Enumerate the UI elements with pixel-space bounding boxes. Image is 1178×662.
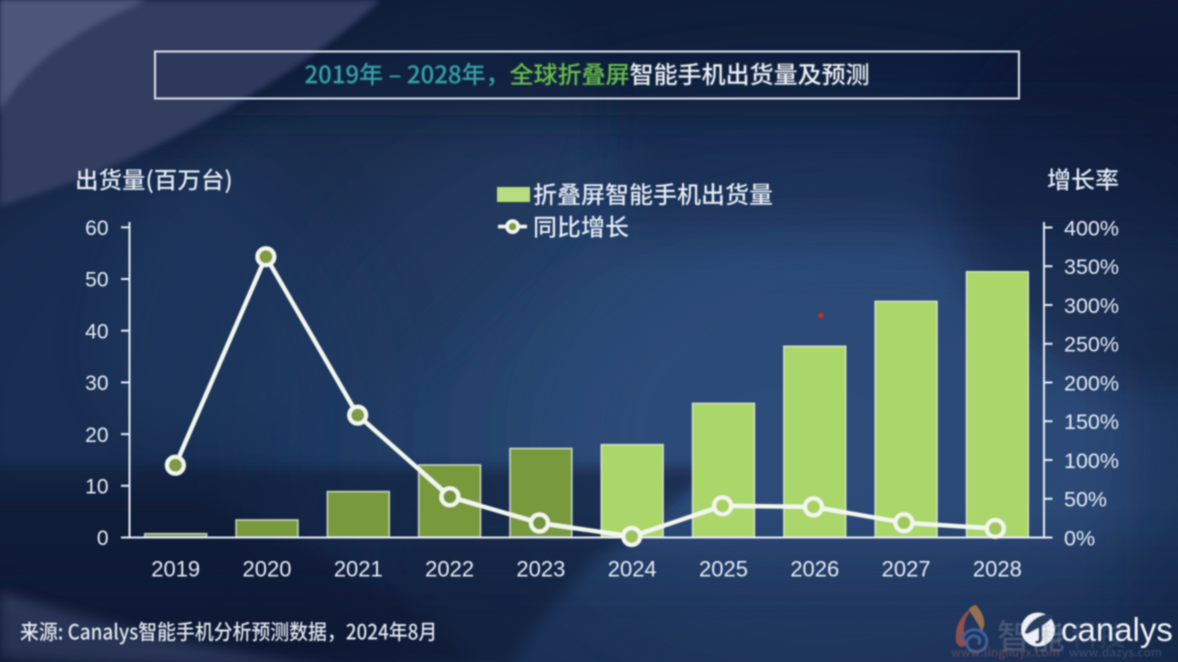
svg-text:canalys: canalys (1061, 611, 1173, 648)
svg-text:400%: 400% (1064, 216, 1119, 240)
svg-text:50: 50 (85, 269, 108, 292)
svg-text:2024: 2024 (608, 557, 657, 582)
svg-text:2019: 2019 (151, 557, 200, 582)
svg-text:2020: 2020 (243, 557, 292, 582)
svg-text:40: 40 (85, 320, 108, 343)
svg-text:2022: 2022 (425, 557, 474, 582)
svg-text:250%: 250% (1064, 333, 1119, 357)
svg-text:30: 30 (85, 372, 108, 395)
svg-text:2028: 2028 (973, 557, 1022, 582)
svg-text:60: 60 (85, 217, 108, 240)
svg-text:0: 0 (97, 527, 109, 550)
svg-text:300%: 300% (1064, 294, 1119, 318)
svg-text:2026: 2026 (790, 557, 839, 582)
svg-text:2025: 2025 (699, 557, 748, 582)
svg-text:150%: 150% (1064, 410, 1119, 434)
svg-text:200%: 200% (1064, 371, 1119, 395)
svg-text:50%: 50% (1064, 488, 1107, 512)
svg-text:350%: 350% (1064, 255, 1119, 279)
svg-text:100%: 100% (1064, 449, 1119, 473)
svg-text:20: 20 (85, 424, 108, 447)
svg-text:2021: 2021 (334, 557, 383, 582)
svg-text:2027: 2027 (882, 557, 931, 582)
svg-text:10: 10 (85, 476, 108, 499)
svg-text:0%: 0% (1064, 526, 1095, 550)
svg-text:2023: 2023 (516, 557, 565, 582)
